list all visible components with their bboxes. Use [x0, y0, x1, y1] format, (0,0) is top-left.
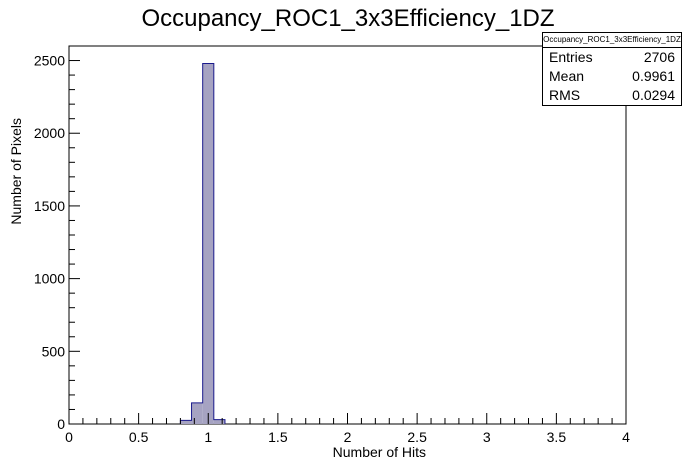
histogram-bars [179, 62, 226, 424]
stats-entries-value: 2706 [643, 49, 675, 65]
y-tick-label: 1000 [34, 271, 65, 287]
x-tick-label: 0.5 [129, 429, 149, 445]
stats-mean-label: Mean [549, 68, 585, 84]
stats-mean-value: 0.9961 [632, 68, 675, 84]
x-tick-label: 2 [344, 429, 352, 445]
y-tick-label: 2500 [34, 53, 65, 69]
x-tick-label: 0 [65, 429, 73, 445]
x-tick-label: 2.5 [407, 429, 427, 445]
stats-box: Occupancy_ROC1_3x3Efficiency_1DZ Entries… [542, 32, 682, 106]
chart-title: Occupancy_ROC1_3x3Efficiency_1DZ [141, 5, 554, 32]
histogram-bar [202, 63, 214, 424]
y-tick-label: 1500 [34, 198, 65, 214]
stats-rms-label: RMS [549, 87, 581, 103]
histogram-bar [213, 419, 225, 424]
y-axis-label: Number of Pixels [8, 118, 24, 225]
histogram-bar [180, 420, 192, 424]
stats-box-title: Occupancy_ROC1_3x3Efficiency_1DZ [543, 33, 681, 48]
stats-mean-row: Mean 0.9961 [543, 67, 681, 86]
x-tick-label: 3.5 [547, 429, 567, 445]
stats-entries-row: Entries 2706 [543, 48, 681, 67]
x-tick-label: 4 [622, 429, 630, 445]
y-tick-label: 2000 [34, 125, 65, 141]
y-tick-label: 500 [42, 343, 66, 359]
x-tick-label: 1 [204, 429, 212, 445]
x-axis-label: Number of Hits [333, 444, 426, 460]
histogram-outline [179, 62, 226, 424]
stats-entries-label: Entries [549, 49, 593, 65]
stats-rms-value: 0.0294 [632, 87, 675, 103]
axes: 0 0.5 1 1.5 2 2.5 3 3.5 4 0 500 1000 1500 2000 2500 [34, 45, 630, 445]
stats-rms-row: RMS 0.0294 [543, 86, 681, 105]
y-tick-label: 0 [57, 416, 65, 432]
histogram-bar [191, 402, 203, 424]
x-tick-label: 1.5 [268, 429, 288, 445]
x-tick-label: 3 [483, 429, 491, 445]
